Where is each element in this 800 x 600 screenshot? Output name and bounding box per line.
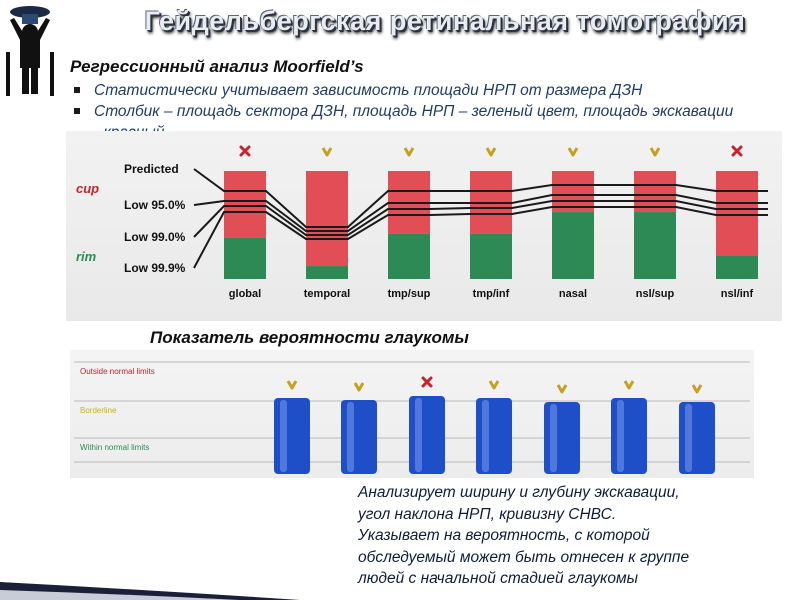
rim-side-label: rim (76, 249, 97, 264)
zone-label: Outside normal limits (80, 367, 155, 376)
rim-bar (716, 255, 758, 279)
cup-bar (552, 171, 594, 213)
probability-bar (544, 402, 580, 474)
fail-mark-icon (239, 145, 251, 157)
rim-bar (306, 266, 348, 279)
probability-chart-panel: Outside normal limits Borderline Within no… (70, 350, 754, 478)
category-label: tmp/inf (473, 288, 510, 300)
pass-mark-icon (403, 147, 415, 157)
probability-bar (409, 396, 445, 474)
pass-mark-icon (556, 384, 568, 394)
bar-highlight (280, 400, 287, 472)
category-label: nsl/inf (721, 288, 754, 300)
category-label: nsl/sup (636, 288, 675, 300)
rim-bar (552, 212, 594, 279)
description-line: людей с начальной стадией глаукомы (358, 570, 638, 587)
bar-highlight (550, 404, 557, 472)
bar-highlight (685, 404, 692, 472)
description-line: Указывает на вероятность, с которой (358, 527, 650, 544)
logo-icon (6, 6, 54, 96)
probability-chart: Outside normal limits Borderline Within no… (74, 361, 750, 474)
pass-mark-icon (286, 380, 298, 390)
category-label: nasal (559, 288, 587, 300)
bar-highlight (347, 402, 354, 472)
probability-bar (341, 400, 377, 474)
pass-mark-icon (567, 147, 579, 157)
probability-bar (476, 398, 512, 474)
bullet-text: Статистически учитывает зависимость площ… (94, 82, 643, 99)
subtitle: Регрессионный анализ Moorfield’s (70, 57, 364, 76)
bar-highlight (415, 398, 422, 472)
probability-bar (274, 398, 310, 474)
pass-mark-icon (649, 147, 661, 157)
cup-bar (634, 171, 676, 213)
pass-mark-icon (321, 147, 333, 157)
category-label: global (229, 288, 261, 300)
probability-bar (679, 402, 715, 474)
description-line: обследуемый может быть отнесен к группе (358, 548, 690, 566)
cup-bar (306, 171, 348, 267)
fail-mark-icon (731, 145, 743, 157)
pass-mark-icon (488, 380, 500, 390)
threshold-line (193, 168, 768, 228)
regression-chart: global temporal tmp/sup tmp/inf nasal nsl/sup… (76, 145, 768, 300)
rim-bar (224, 237, 266, 279)
threshold-line (193, 200, 768, 238)
bar-highlight (482, 400, 489, 472)
cup-bar (224, 171, 266, 238)
section-heading: Показатель вероятности глаукомы (150, 328, 469, 347)
bullet-list: Статистически учитывает зависимость площ… (72, 80, 800, 143)
cup-side-label: cup (76, 181, 99, 196)
regression-chart-panel: global temporal tmp/sup tmp/inf nasal nsl/sup… (66, 131, 782, 321)
threshold-line (193, 194, 768, 232)
description-line: Анализирует ширину и глубину экскавации, (358, 484, 680, 501)
category-label: tmp/sup (388, 288, 431, 300)
fail-mark-icon (421, 376, 433, 388)
threshold-line (193, 206, 768, 269)
description-line: угол наклона НРП, кривизну СНВС. (358, 505, 617, 523)
level-label: Predicted (124, 162, 179, 176)
zone-label: Within normal limits (80, 443, 149, 452)
zone-label: Borderline (80, 406, 117, 415)
pass-mark-icon (485, 147, 497, 157)
cup-bar (716, 171, 758, 256)
pass-mark-icon (623, 380, 635, 390)
rim-bar (388, 233, 430, 279)
rim-bar (634, 212, 676, 279)
description-text: Анализирует ширину и глубину экскавации,… (358, 482, 798, 590)
level-label: Low 95.0% (124, 198, 186, 212)
probability-bar (611, 398, 647, 474)
level-label: Low 99.0% (124, 230, 186, 244)
bar-highlight (617, 400, 624, 472)
level-label: Low 99.9% (124, 261, 186, 275)
pass-mark-icon (353, 382, 365, 392)
page-title: Гейдельбергская ретинальная томография (144, 6, 746, 36)
list-item: Статистически учитывает зависимость площ… (72, 80, 800, 101)
pass-mark-icon (691, 384, 703, 394)
decorative-swoosh (0, 582, 300, 600)
category-label: temporal (304, 288, 350, 300)
rim-bar (470, 233, 512, 279)
